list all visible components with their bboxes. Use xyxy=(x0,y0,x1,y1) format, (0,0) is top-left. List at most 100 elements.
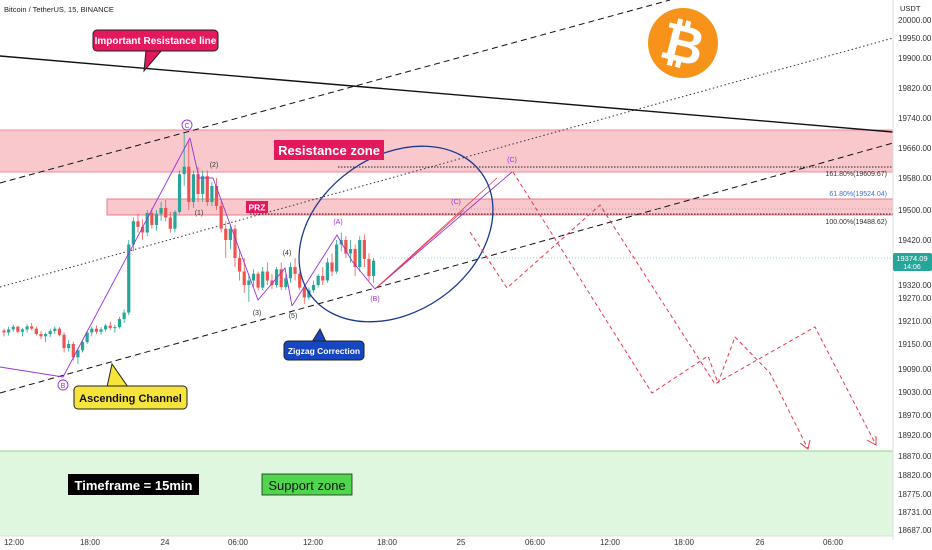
candle-body xyxy=(131,221,135,245)
candle-body xyxy=(141,226,145,233)
y-axis-tick-label: 18820.00 xyxy=(898,471,932,480)
candle-body xyxy=(94,328,98,332)
x-axis-tick-label: 06:00 xyxy=(228,538,249,547)
zigzag-callout-pointer xyxy=(311,327,327,343)
y-axis-tick-label: 19660.00 xyxy=(898,144,932,153)
y-axis-tick-label: 19210.00 xyxy=(898,317,932,326)
candle-body xyxy=(196,174,200,194)
zigzag-ellipse[interactable] xyxy=(265,110,526,358)
candle-body xyxy=(85,332,89,343)
candle-body xyxy=(16,326,20,332)
bitcoin-logo: ₿ xyxy=(648,8,718,79)
impulse-wave-line xyxy=(189,137,293,307)
candle-body xyxy=(150,213,154,225)
currency-label: USDT xyxy=(900,4,921,13)
channel-upper-line[interactable] xyxy=(0,0,671,184)
candle-body xyxy=(53,328,57,331)
candle-body xyxy=(117,319,122,328)
candle-body xyxy=(293,267,297,274)
candle-body xyxy=(48,330,52,335)
ascending-channel-callout-box xyxy=(73,385,188,410)
candle-body xyxy=(284,278,288,288)
y-axis-tick-label: 19740.00 xyxy=(898,114,932,123)
candle-body xyxy=(270,280,274,285)
candle-body xyxy=(7,329,11,333)
y-axis-tick-label: 19270.00 xyxy=(898,294,932,303)
resistance-line-callout-pointer xyxy=(143,49,164,73)
candle-body xyxy=(62,334,66,349)
candle-body xyxy=(173,211,177,229)
channel-mid-line[interactable] xyxy=(0,37,893,288)
candle-body xyxy=(122,312,126,320)
candle-body xyxy=(136,221,140,227)
candle-body xyxy=(238,258,242,272)
candle-body xyxy=(362,240,366,259)
candle-body xyxy=(99,329,103,332)
candle-body xyxy=(67,344,71,349)
zigzag-callout-box xyxy=(283,340,365,361)
candle-body xyxy=(307,290,311,298)
wave-label-5: (5) xyxy=(289,313,298,320)
candle-body xyxy=(251,273,256,281)
candle-body xyxy=(71,344,75,358)
price-axis[interactable]: 20000.00 19950.00 19900.00 19820.00 19740.00… xyxy=(898,16,932,535)
y-axis-tick-label: 19900.00 xyxy=(898,54,932,63)
candles-group xyxy=(2,133,376,364)
candle-body xyxy=(201,176,205,194)
fib-161-label: 161.80%(19609.67) xyxy=(826,171,888,178)
candle-body xyxy=(372,260,376,276)
candle-body xyxy=(265,271,269,281)
abc-pattern-line xyxy=(0,137,191,378)
x-axis-tick-label: 06:00 xyxy=(823,538,844,547)
candle-body xyxy=(159,208,163,214)
candle-body xyxy=(113,327,117,329)
candle-body xyxy=(261,271,265,288)
candle-body xyxy=(367,258,371,276)
wave-label-c: C xyxy=(184,123,189,130)
candle-body xyxy=(90,328,94,333)
support-zone-label-box xyxy=(261,473,353,496)
support-zone-label: Support zone xyxy=(268,478,345,493)
candle-body xyxy=(20,329,25,332)
zigzag-wave-line xyxy=(291,171,513,307)
candle-body xyxy=(358,240,362,267)
candle-body xyxy=(219,206,223,229)
candle-body xyxy=(353,249,357,267)
timeframe-label: Timeframe = 15min xyxy=(75,478,193,493)
candle-body xyxy=(154,213,159,225)
y-axis-tick-label: 19030.00 xyxy=(898,388,932,397)
channel-lower-line[interactable] xyxy=(0,142,893,394)
x-axis-tick-label: 12:00 xyxy=(600,538,621,547)
projection-arrowhead-1 xyxy=(799,439,811,450)
x-axis-tick-label: 18:00 xyxy=(377,538,398,547)
ascending-channel-callout[interactable]: Ascending Channel xyxy=(73,362,188,410)
y-axis-tick-label: 18775.00 xyxy=(898,490,932,499)
candle-body xyxy=(164,208,168,218)
projection-arrowhead-2 xyxy=(866,436,877,446)
candle-body xyxy=(302,287,306,298)
zigzag-callout[interactable]: Zigzag Correction xyxy=(283,327,365,361)
x-axis-tick-label: 06:00 xyxy=(525,538,546,547)
y-axis-tick-label: 19500.00 xyxy=(898,206,932,215)
x-axis-tick-label: 18:00 xyxy=(80,538,101,547)
candle-body xyxy=(80,342,85,351)
x-axis-tick-label: 18:00 xyxy=(674,538,695,547)
candle-body xyxy=(205,176,209,202)
candle-body xyxy=(228,228,232,240)
x-axis-tick-label: 25 xyxy=(457,538,466,547)
candle-body xyxy=(311,285,316,291)
candle-body xyxy=(57,328,62,335)
y-axis-tick-label: 18970.00 xyxy=(898,411,932,420)
candle-body xyxy=(233,228,237,258)
resistance-line-callout-box xyxy=(92,29,219,52)
projection-path-2[interactable] xyxy=(469,204,877,446)
timeframe-label-box xyxy=(68,474,199,495)
candle-body xyxy=(256,273,260,288)
candle-body xyxy=(30,326,34,329)
time-axis[interactable]: 12:00 18:00 24 06:00 12:00 18:00 25 06:00 12:00 1… xyxy=(4,538,844,547)
candle-body xyxy=(127,244,131,313)
projection-path-1[interactable] xyxy=(512,171,809,450)
resistance-line-callout[interactable]: Important Resistance line xyxy=(92,29,219,73)
important-resistance-line[interactable] xyxy=(0,55,893,133)
